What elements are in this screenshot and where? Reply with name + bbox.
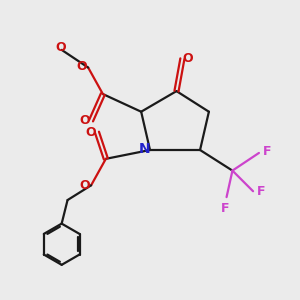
Text: O: O [76, 60, 87, 73]
Text: F: F [256, 185, 265, 198]
Text: O: O [85, 126, 96, 139]
Text: N: N [139, 142, 151, 155]
Text: O: O [182, 52, 193, 65]
Text: O: O [79, 179, 90, 192]
Text: O: O [79, 114, 90, 127]
Text: O: O [55, 41, 65, 54]
Text: F: F [262, 145, 271, 158]
Text: F: F [221, 202, 229, 215]
